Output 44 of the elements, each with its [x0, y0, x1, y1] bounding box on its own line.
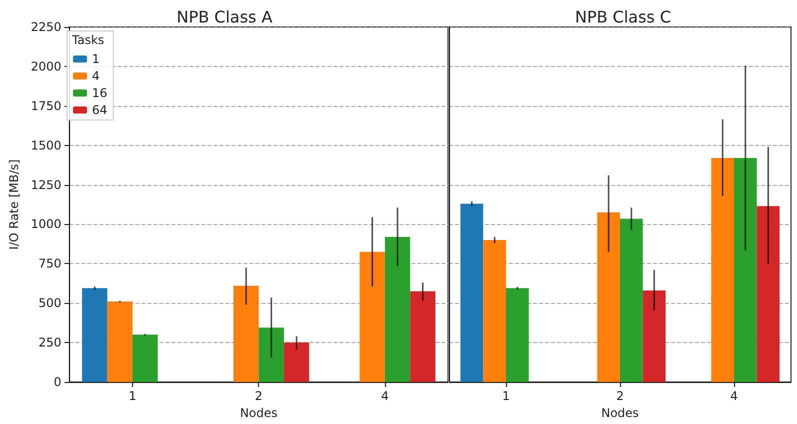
bar	[756, 206, 780, 382]
bar	[132, 334, 158, 382]
bar	[642, 290, 666, 382]
chart-title: NPB Class A	[176, 8, 272, 26]
bar	[711, 158, 734, 382]
y-tick-label: 1250	[30, 178, 62, 192]
y-tick-label: 1500	[30, 138, 62, 152]
y-tick-label: 750	[38, 256, 62, 271]
x-tick-label: 1	[502, 389, 510, 403]
legend-label: 16	[92, 86, 108, 100]
bar	[82, 288, 108, 382]
bar	[734, 158, 757, 382]
x-tick-label: 4	[730, 389, 738, 403]
bar	[460, 204, 484, 382]
bar	[384, 236, 410, 382]
bar	[107, 302, 133, 382]
x-tick-label: 1	[128, 389, 136, 403]
y-tick-label: 0	[54, 375, 62, 389]
y-tick-label: 2000	[30, 59, 62, 74]
bar	[410, 291, 436, 382]
bar	[360, 252, 385, 382]
y-tick-label: 500	[38, 296, 62, 310]
y-tick-label: 1750	[30, 98, 62, 113]
x-tick-label: 2	[254, 389, 263, 403]
bar	[233, 286, 259, 382]
legend-label: 1	[92, 52, 100, 66]
legend-label: 4	[92, 69, 100, 83]
bar	[284, 342, 310, 382]
y-axis-title: I/O Rate [MB/s]	[7, 159, 21, 250]
legend-title: Tasks	[71, 33, 104, 47]
bar	[258, 328, 284, 382]
x-axis-title: Nodes	[601, 406, 639, 420]
y-tick-label: 2250	[30, 20, 62, 34]
bar	[620, 218, 643, 382]
bar	[597, 212, 620, 382]
chart-title: NPB Class C	[574, 8, 672, 26]
bar	[506, 288, 529, 382]
bar	[483, 240, 506, 382]
legend-label: 64	[92, 103, 108, 117]
x-axis-title: Nodes	[240, 406, 278, 420]
x-tick-label: 2	[616, 389, 624, 403]
x-tick-label: 4	[381, 389, 389, 403]
y-tick-label: 1000	[30, 217, 62, 232]
y-tick-label: 250	[38, 336, 62, 350]
